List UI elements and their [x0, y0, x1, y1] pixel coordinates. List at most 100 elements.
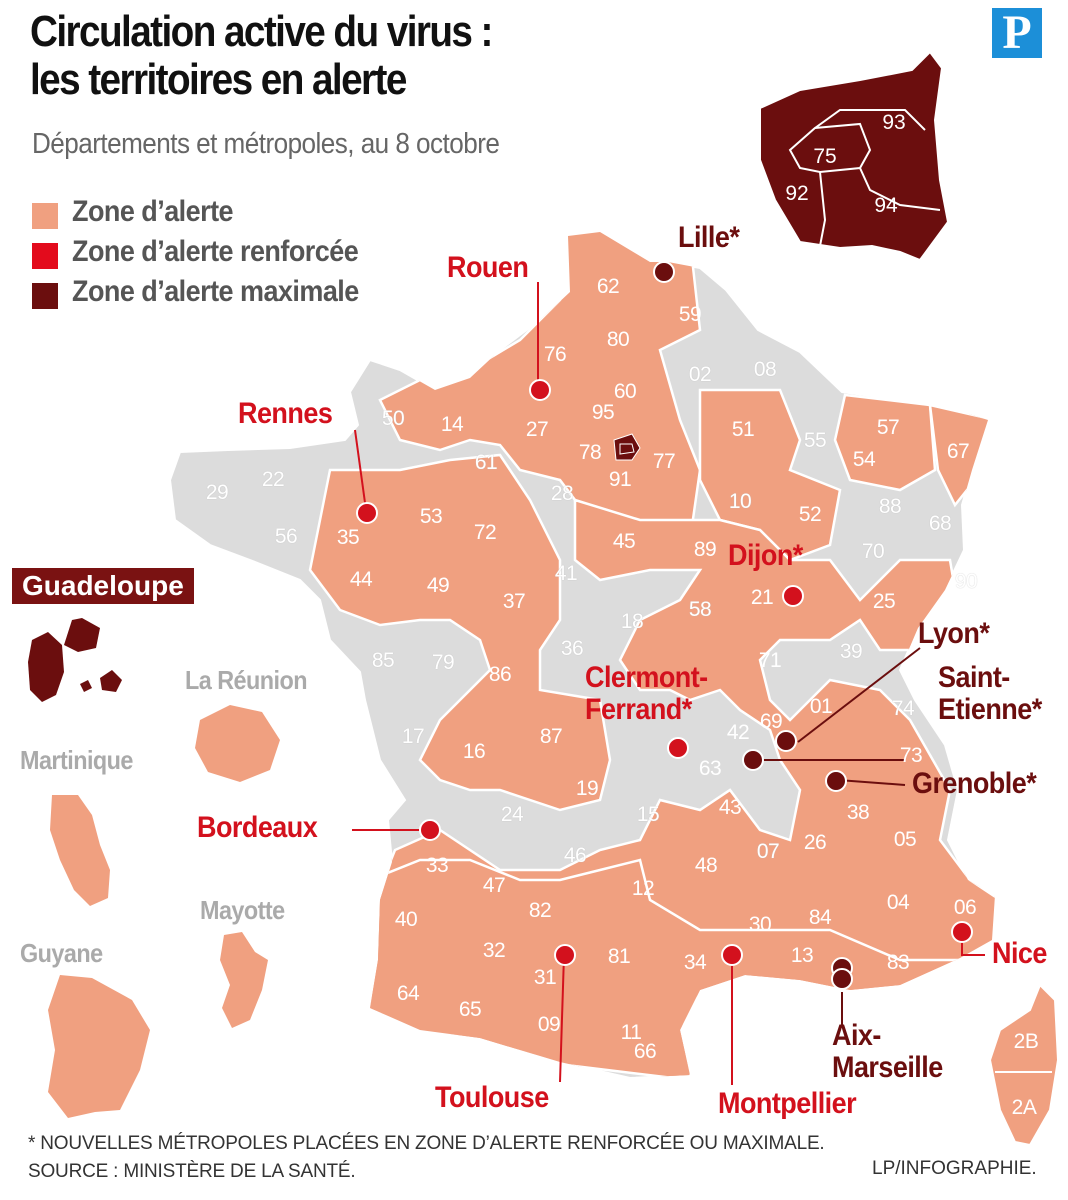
department-label-79: 79 — [431, 651, 455, 674]
city-label-7: Clermont- Ferrand* — [585, 662, 720, 726]
department-label-64: 64 — [396, 982, 420, 1005]
department-label-57: 57 — [876, 416, 900, 439]
region-west — [308, 453, 612, 812]
department-label-15: 15 — [636, 803, 660, 826]
department-label-09: 09 — [537, 1013, 561, 1036]
map-subtitle: Départements et métropoles, au 8 octobre — [32, 128, 500, 160]
department-label-12: 12 — [631, 877, 655, 900]
department-label-71: 71 — [758, 649, 782, 672]
department-label-25: 25 — [872, 590, 896, 613]
city-marker-3 — [782, 585, 804, 607]
department-label-18: 18 — [620, 610, 644, 633]
department-label-80: 80 — [606, 328, 630, 351]
department-label-05: 05 — [893, 828, 917, 851]
department-label-26: 26 — [803, 831, 827, 854]
map-title: Circulation active du virus : les territ… — [30, 7, 493, 104]
city-label-9: Toulouse — [435, 1081, 549, 1114]
city-label-part: Saint- — [938, 661, 1010, 694]
city-marker-0 — [653, 261, 675, 283]
department-label-33: 33 — [425, 854, 449, 877]
department-label-38: 38 — [846, 801, 870, 824]
department-label-11: 11 — [620, 1021, 642, 1044]
department-label-34: 34 — [683, 951, 707, 974]
city-label-5: Saint- Etienne* — [938, 662, 1064, 726]
title-line-1: Circulation active du virus : — [30, 7, 493, 56]
department-label-66: 66 — [633, 1040, 657, 1063]
department-label-32: 32 — [482, 939, 506, 962]
department-label-48: 48 — [694, 854, 718, 877]
footnote: * NOUVELLES MÉTROPOLES PLACÉES EN ZONE D… — [28, 1130, 825, 1186]
city-marker-12-b — [831, 968, 853, 990]
footnote-source: SOURCE : MINISTÈRE DE LA SANTÉ. — [28, 1161, 356, 1182]
department-label-55: 55 — [803, 429, 827, 452]
city-marker-2 — [356, 502, 378, 524]
department-label-22: 22 — [261, 468, 285, 491]
department-label-47: 47 — [482, 874, 506, 897]
department-label-89: 89 — [693, 538, 717, 561]
department-label-78: 78 — [578, 441, 602, 464]
guadeloupe-label: Guadeloupe — [12, 568, 194, 604]
department-label-13: 13 — [790, 944, 814, 967]
department-label-14: 14 — [440, 413, 464, 436]
department-label-72: 72 — [473, 521, 497, 544]
department-label-42: 42 — [726, 721, 750, 744]
city-label-8: Bordeaux — [197, 811, 318, 844]
department-label-36: 36 — [560, 637, 584, 660]
city-label-part: Etienne* — [938, 693, 1042, 726]
mayotte-shape — [220, 932, 268, 1028]
department-label-95: 95 — [591, 401, 615, 424]
department-label-54: 54 — [852, 448, 876, 471]
department-label-2A: 2A — [1011, 1096, 1037, 1119]
department-label-90: 90 — [954, 570, 978, 593]
city-label-0: Lille* — [678, 221, 740, 254]
department-label-07: 07 — [756, 840, 780, 863]
city-label-10: Montpellier — [718, 1087, 857, 1120]
department-label-84: 84 — [808, 906, 832, 929]
department-label-10: 10 — [728, 490, 752, 513]
department-label-88: 88 — [878, 495, 902, 518]
department-label-01: 01 — [809, 695, 833, 718]
department-label-21: 21 — [750, 586, 774, 609]
city-marker-1 — [529, 379, 551, 401]
inset-label-94: 94 — [874, 194, 898, 217]
city-lines — [352, 282, 985, 1085]
department-label-30: 30 — [748, 913, 772, 936]
department-label-39: 39 — [839, 640, 863, 663]
department-label-69: 69 — [759, 710, 783, 733]
guadeloupe-shape — [28, 618, 122, 702]
reunion-shape — [195, 705, 280, 782]
legend-label: Zone d’alerte maximale — [72, 275, 359, 308]
department-label-24: 24 — [500, 803, 524, 826]
department-label-43: 43 — [718, 796, 742, 819]
city-label-part: Aix- — [832, 1019, 881, 1052]
department-label-86: 86 — [488, 663, 512, 686]
city-label-12: Aix- Marseille — [832, 1020, 958, 1084]
city-marker-8 — [419, 819, 441, 841]
corsica — [988, 983, 1060, 1147]
city-label-6: Grenoble* — [912, 767, 1037, 800]
department-label-06: 06 — [953, 896, 977, 919]
department-label-35: 35 — [336, 526, 360, 549]
department-label-53: 53 — [419, 505, 443, 528]
department-label-45: 45 — [612, 530, 636, 553]
department-label-81: 81 — [607, 945, 631, 968]
department-label-44: 44 — [349, 568, 373, 591]
department-label-02: 02 — [688, 363, 712, 386]
department-label-82: 82 — [528, 899, 552, 922]
department-label-65: 65 — [458, 998, 482, 1021]
department-label-74: 74 — [891, 697, 915, 720]
department-label-19: 19 — [575, 777, 599, 800]
department-label-17: 17 — [401, 725, 425, 748]
department-label-31: 31 — [533, 966, 557, 989]
footnote-note: * NOUVELLES MÉTROPOLES PLACÉES EN ZONE D… — [28, 1133, 825, 1154]
department-label-85: 85 — [371, 649, 395, 672]
city-label-11: Nice — [992, 937, 1047, 970]
department-label-63: 63 — [698, 757, 722, 780]
overseas-label-la-réunion: La Réunion — [185, 665, 308, 695]
city-label-1: Rouen — [447, 251, 529, 284]
department-label-60: 60 — [613, 380, 637, 403]
inset-label-93: 93 — [882, 111, 906, 134]
department-label-76: 76 — [543, 343, 567, 366]
department-label-27: 27 — [525, 418, 549, 441]
